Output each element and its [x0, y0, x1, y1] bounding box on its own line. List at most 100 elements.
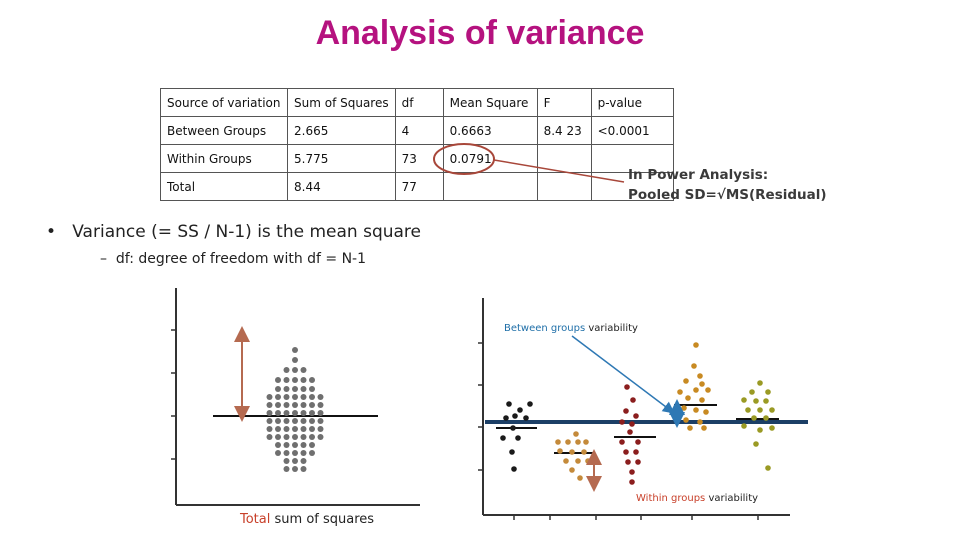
data-point	[283, 466, 290, 472]
data-point	[751, 415, 757, 421]
data-point	[757, 407, 763, 413]
data-point	[266, 434, 273, 440]
anova-table: Source of variation Sum of Squares df Me…	[160, 88, 674, 201]
data-point	[687, 425, 693, 431]
data-point	[693, 387, 699, 393]
cell-p	[590, 172, 674, 201]
data-point	[745, 407, 751, 413]
data-point	[753, 441, 759, 447]
data-point	[697, 373, 703, 379]
data-point	[292, 402, 298, 408]
variance-bullet: • Variance (= SS / N-1) is the mean squa…	[46, 222, 422, 242]
data-point	[266, 418, 273, 424]
data-point	[769, 425, 775, 431]
data-point	[683, 417, 689, 423]
data-point	[633, 449, 639, 455]
cell-f	[536, 172, 592, 201]
data-point	[563, 458, 569, 464]
data-point	[685, 395, 691, 401]
data-point	[266, 394, 273, 400]
data-point	[275, 426, 281, 432]
cell-ss: 8.44	[287, 172, 396, 201]
data-point	[283, 450, 290, 456]
data-point	[683, 378, 689, 384]
data-point	[517, 407, 523, 413]
power-analysis-note: In Power Analysis: Pooled SD=√MS(Residua…	[628, 165, 827, 205]
data-point	[625, 459, 631, 465]
header-df: df	[394, 88, 444, 117]
data-point	[300, 394, 307, 400]
data-point	[741, 397, 747, 403]
data-point	[292, 357, 298, 363]
data-point	[317, 410, 324, 416]
data-point	[275, 410, 281, 416]
data-point	[283, 410, 290, 416]
data-point	[693, 342, 699, 348]
data-point	[309, 410, 315, 416]
data-point	[701, 425, 707, 431]
data-point	[300, 450, 307, 456]
cell-source: Within Groups	[160, 144, 288, 173]
data-point	[283, 434, 290, 440]
data-point	[741, 423, 747, 429]
data-point	[283, 394, 290, 400]
data-point	[557, 448, 563, 454]
cell-ms: 0.6663	[442, 116, 538, 145]
data-point	[292, 377, 298, 383]
data-point	[292, 442, 298, 448]
data-point	[705, 387, 711, 393]
cell-p: <0.0001	[590, 116, 674, 145]
data-point	[292, 418, 298, 424]
data-point	[763, 398, 769, 404]
highlight-ellipse	[433, 143, 495, 175]
data-point	[266, 410, 273, 416]
data-point	[309, 386, 315, 392]
data-point	[275, 442, 281, 448]
data-point	[292, 394, 298, 400]
data-point	[527, 401, 533, 407]
data-point	[266, 426, 273, 432]
data-point	[309, 442, 315, 448]
data-point	[693, 407, 699, 413]
ellipse-connector	[493, 159, 625, 183]
left-plot-dots	[266, 347, 324, 472]
data-point	[763, 415, 769, 421]
data-point	[317, 426, 324, 432]
cell-df: 77	[394, 172, 444, 201]
data-point	[309, 450, 315, 456]
cell-ms	[442, 172, 538, 201]
data-point	[583, 439, 589, 445]
data-point	[300, 418, 307, 424]
data-point	[266, 402, 273, 408]
data-point	[292, 347, 298, 353]
data-point	[512, 413, 518, 419]
data-point	[699, 397, 705, 403]
right-plot-ticks	[478, 342, 759, 520]
data-point	[292, 386, 298, 392]
total-ss-caption: Total sum of squares	[239, 512, 374, 527]
data-point	[283, 377, 290, 383]
data-point	[633, 413, 639, 419]
data-point	[757, 380, 763, 386]
data-point	[703, 409, 709, 415]
data-point	[629, 479, 635, 485]
cell-source: Total	[160, 172, 288, 201]
data-point	[292, 434, 298, 440]
data-point	[677, 389, 683, 395]
data-point	[300, 377, 307, 383]
header-ms: Mean Square	[442, 88, 538, 117]
data-point	[309, 402, 315, 408]
between-label-rest: variability	[585, 323, 638, 334]
df-subbullet-text: df: degree of freedom with df = N-1	[115, 251, 367, 267]
data-point	[623, 449, 629, 455]
data-point	[275, 377, 281, 383]
data-point	[300, 434, 307, 440]
data-point	[283, 458, 290, 464]
data-point	[569, 467, 575, 473]
data-point	[515, 435, 521, 441]
data-point	[765, 465, 771, 471]
data-point	[769, 407, 775, 413]
data-point	[300, 386, 307, 392]
data-point	[627, 429, 633, 435]
data-point	[510, 425, 516, 431]
